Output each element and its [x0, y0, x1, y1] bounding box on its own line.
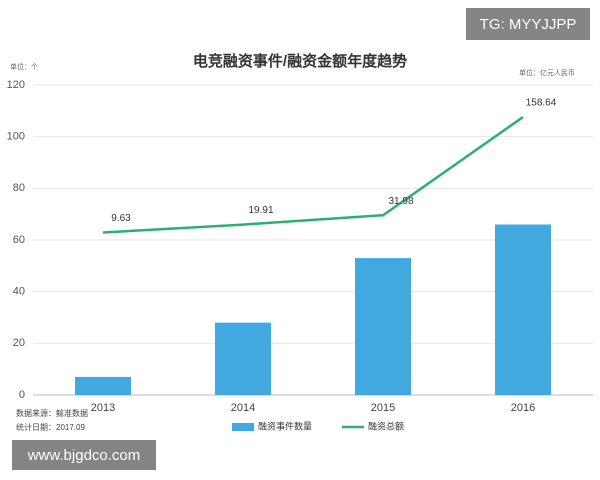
chart-title: 电竞融资事件/融资金额年度趋势 — [193, 52, 407, 70]
bar — [355, 258, 411, 395]
data-label: 158.64 — [526, 98, 557, 109]
bar — [75, 376, 131, 395]
x-tick-label: 2016 — [511, 402, 535, 414]
y-tick-label: 60 — [13, 234, 25, 246]
y-tick-label: 100 — [7, 131, 25, 143]
legend-label: 融资事件数量 — [258, 420, 312, 431]
watermark: TG: MYYJJPP — [480, 16, 577, 33]
date-note: 统计日期：2017.09 — [16, 422, 85, 432]
bar — [215, 322, 271, 395]
line — [102, 116, 524, 234]
legend-swatch — [232, 423, 254, 431]
y-tick-label: 0 — [19, 389, 25, 401]
y-unit: 单位：个 — [10, 62, 38, 71]
data-label: 31.98 — [388, 196, 413, 207]
watermark-box — [12, 440, 156, 470]
watermark-box — [466, 8, 590, 40]
x-tick-label: 2014 — [231, 402, 255, 414]
source-note: 数据来源：鲸准数据 — [16, 408, 88, 418]
y-tick-label: 40 — [13, 286, 25, 298]
x-tick-label: 2013 — [91, 402, 115, 414]
bar — [495, 224, 551, 395]
y-tick-label: 80 — [13, 182, 25, 194]
y-tick-label: 120 — [7, 79, 25, 91]
x-tick-label: 2015 — [371, 402, 395, 414]
watermark: www.bjgdco.com — [27, 447, 141, 464]
data-label: 19.91 — [248, 205, 273, 216]
data-label: 9.63 — [111, 213, 131, 224]
y-tick-label: 20 — [13, 337, 25, 349]
y2-unit: 单位：亿元人民币 — [519, 68, 575, 77]
legend-label: 融资总额 — [368, 420, 404, 431]
